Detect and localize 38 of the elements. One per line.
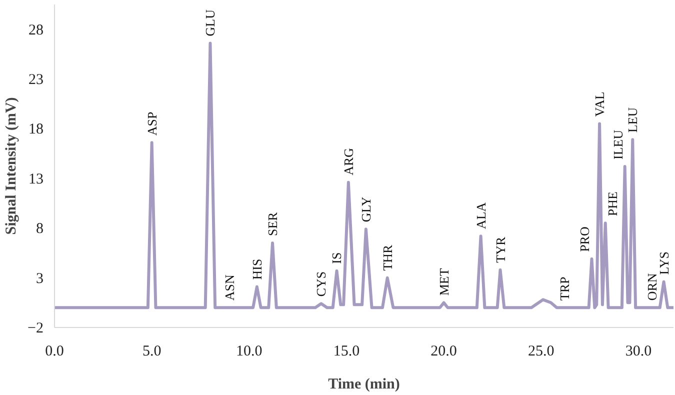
annotation: ALA bbox=[473, 202, 488, 230]
annotation: HIS bbox=[249, 258, 264, 280]
annotation: ARG bbox=[340, 148, 356, 176]
x-axis-title: Time (min) bbox=[328, 376, 400, 392]
y-tick-label: −2 bbox=[28, 320, 44, 336]
annotation: MET bbox=[436, 268, 452, 296]
annotation: SER bbox=[265, 212, 280, 236]
y-tick-label: 23 bbox=[28, 72, 44, 88]
annotation: CYS bbox=[314, 271, 329, 297]
annotation: ILEU bbox=[610, 129, 626, 160]
annotation: TYR bbox=[492, 236, 508, 263]
annotation: ASP bbox=[144, 112, 160, 136]
y-axis-title: Signal Intensity (mV) bbox=[4, 97, 20, 235]
annotation: ORN bbox=[644, 272, 660, 301]
annotation: ASN bbox=[222, 274, 238, 301]
x-tick-label: 15.0 bbox=[333, 344, 360, 360]
annotation: TRP bbox=[556, 276, 572, 301]
y-tick-label: 13 bbox=[28, 171, 44, 188]
annotation: LEU bbox=[625, 106, 640, 133]
y-tick-label: 8 bbox=[36, 221, 44, 238]
x-tick-label: 30.0 bbox=[625, 344, 652, 360]
line-series bbox=[54, 42, 674, 310]
x-tick-label: 25.0 bbox=[528, 344, 554, 360]
annotation: GLU bbox=[202, 8, 218, 36]
y-tick-label: 3 bbox=[36, 270, 44, 287]
y-tick-label: 28 bbox=[28, 22, 44, 38]
annotation: IS bbox=[329, 252, 344, 264]
x-tick-label: 10.0 bbox=[236, 344, 262, 360]
annotation: LYS bbox=[656, 252, 672, 275]
annotation: GLY bbox=[358, 196, 374, 222]
annotation: PRO bbox=[577, 226, 592, 252]
annotation: PHE bbox=[604, 192, 620, 216]
annotation: VAL bbox=[592, 92, 608, 117]
annotation: THR bbox=[380, 244, 395, 271]
x-tick-label: 5.0 bbox=[142, 344, 162, 360]
x-tick-label: 0.0 bbox=[45, 344, 64, 360]
x-tick-label: 20.0 bbox=[430, 344, 457, 360]
y-tick-label: 18 bbox=[28, 122, 44, 138]
